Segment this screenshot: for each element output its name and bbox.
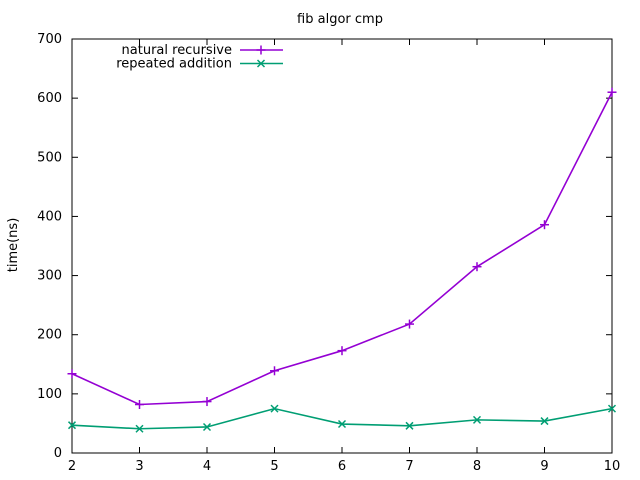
data-point: [135, 424, 144, 433]
legend-marker: [256, 45, 266, 55]
x-tick-label: 10: [604, 459, 621, 474]
data-point: [607, 87, 617, 97]
y-tick-label: 600: [37, 91, 62, 106]
x-tick-label: 8: [473, 459, 481, 474]
y-tick-label: 400: [37, 209, 62, 224]
x-tick-label: 3: [135, 459, 143, 474]
x-tick-label: 6: [338, 459, 346, 474]
data-point: [270, 366, 279, 376]
legend-label: repeated addition: [116, 57, 232, 72]
series-natural-recursive: [67, 87, 617, 410]
data-point: [472, 415, 482, 424]
legend-marker: [256, 59, 266, 68]
axes: 0 100 200 300 400 500 600 700 2 3 4 5 6 7 8 9 10: [37, 32, 620, 474]
y-tick-label: 700: [37, 32, 62, 47]
data-point: [405, 319, 414, 329]
y-tick-label: 0: [54, 446, 62, 461]
data-point: [135, 400, 144, 410]
y-tick-label: 300: [37, 269, 62, 284]
data-point: [540, 220, 549, 230]
data-point: [67, 421, 77, 430]
x-tick-label: 7: [405, 459, 413, 474]
x-tick-label: 5: [270, 459, 278, 474]
x-tick-label: 2: [68, 459, 76, 474]
data-point: [607, 404, 617, 413]
data-point: [202, 422, 212, 432]
data-point: [202, 397, 212, 407]
y-tick-label: 200: [37, 328, 62, 343]
data-point: [337, 419, 347, 429]
series-line: [71, 407, 613, 430]
series-repeated-addition: [67, 404, 617, 433]
data-point: [337, 346, 347, 356]
chart-title: fib algor cmp: [297, 12, 383, 27]
series-line: [71, 91, 613, 406]
y-axis-label: time(ns): [6, 218, 21, 273]
legend-label: natural recursive: [122, 43, 232, 58]
data-point: [270, 404, 279, 413]
data-point: [540, 417, 549, 426]
plot-frame: [71, 38, 613, 454]
y-tick-label: 500: [37, 150, 62, 165]
data-point: [472, 262, 482, 272]
x-tick-label: 9: [540, 459, 548, 474]
y-tick-label: 100: [37, 387, 62, 402]
series-layer: [67, 87, 617, 433]
x-tick-label: 4: [203, 459, 211, 474]
data-point: [67, 369, 77, 379]
data-point: [405, 421, 414, 430]
